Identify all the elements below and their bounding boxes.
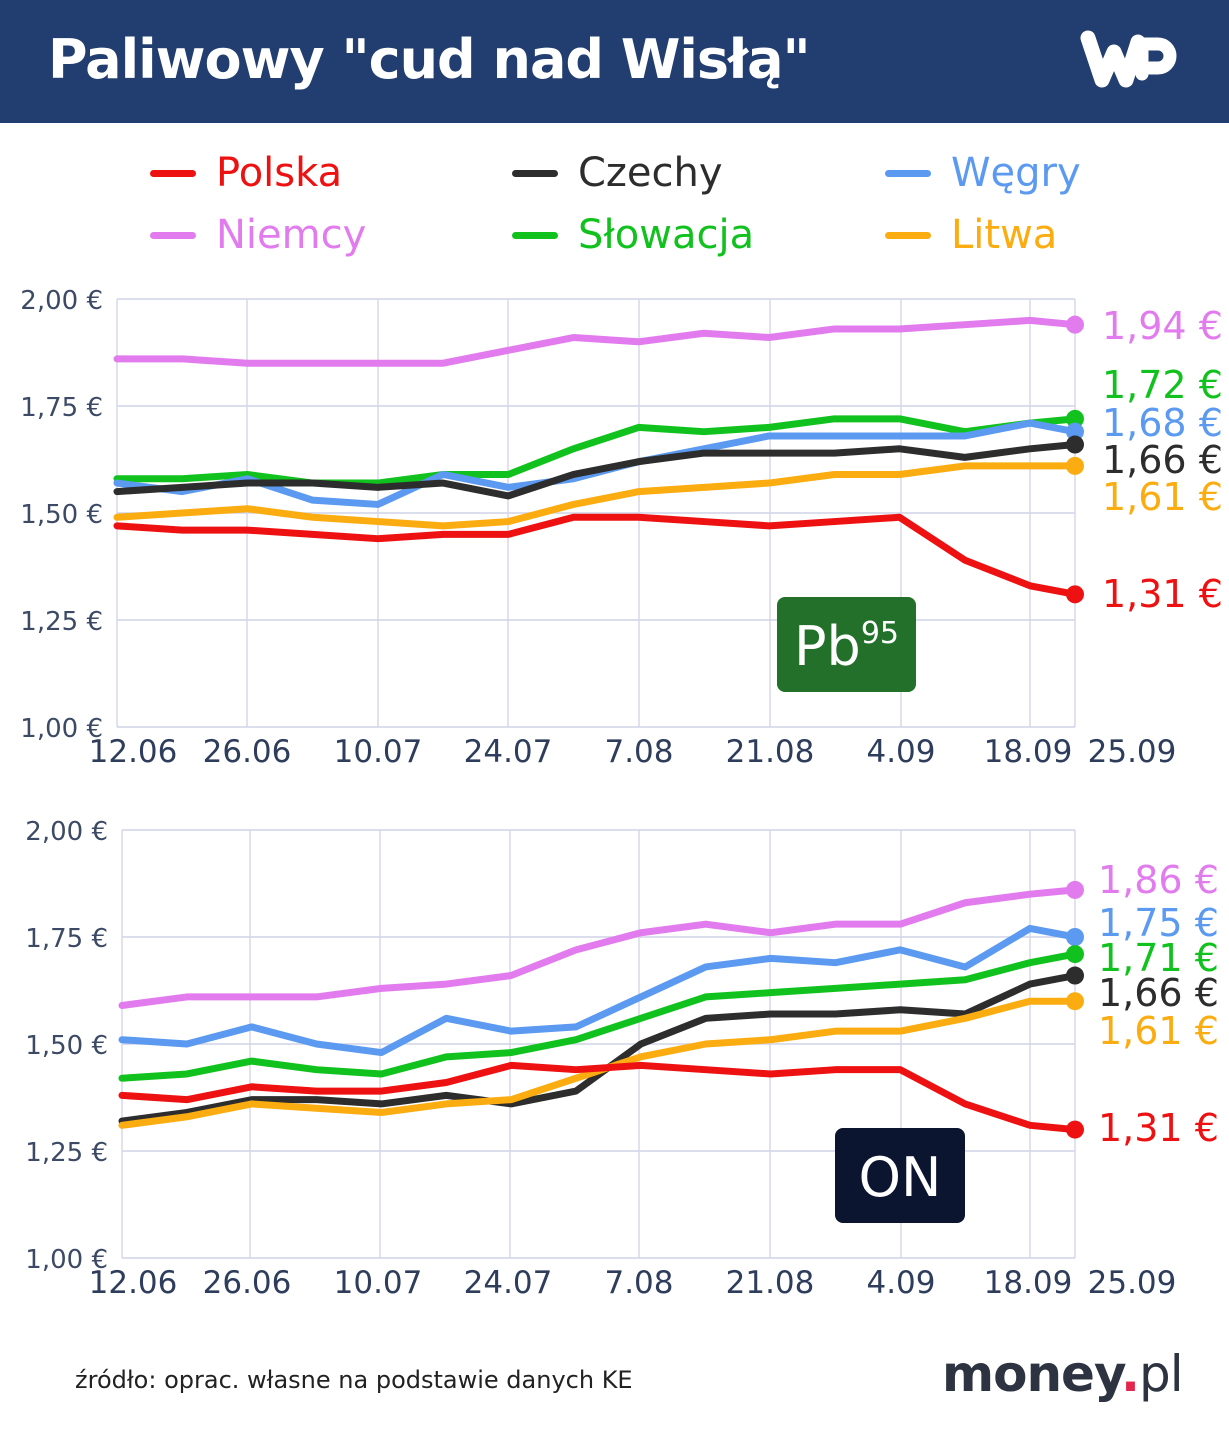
legend-item-węgry: Węgry	[885, 150, 1081, 196]
x-tick-label: 18.09	[984, 1265, 1073, 1301]
end-point-polska	[1066, 1120, 1084, 1139]
money-pl-logo: money.pl	[942, 1345, 1184, 1403]
legend-swatch	[150, 231, 196, 239]
legend-item-polska: Polska	[150, 150, 342, 196]
legend-swatch	[150, 169, 196, 177]
x-tick-label: 25.09	[1088, 734, 1177, 770]
series-line-polska	[118, 1061, 1079, 1134]
legend-label: Czechy	[578, 150, 723, 196]
logo-main: money	[942, 1345, 1122, 1403]
end-value-label-polska: 1,31 €	[1098, 1106, 1219, 1150]
header-bar: Paliwowy "cud nad Wisłą"	[0, 0, 1229, 123]
end-point-polska	[1066, 585, 1084, 604]
series-line-polska	[113, 513, 1079, 598]
legend-label: Litwa	[951, 212, 1058, 258]
x-tick-label: 10.07	[334, 1265, 423, 1301]
series-line-słowacja	[113, 415, 1079, 487]
legend-swatch	[512, 169, 558, 177]
page-title: Paliwowy "cud nad Wisłą"	[48, 28, 811, 91]
x-tick-label: 10.07	[334, 734, 423, 770]
end-value-label-czechy: 1,66 €	[1102, 438, 1223, 482]
legend-item-słowacja: Słowacja	[512, 212, 754, 258]
end-point-słowacja	[1066, 409, 1084, 428]
badge-text: Pb	[794, 615, 861, 678]
y-tick-label: 2,00 €	[25, 817, 108, 847]
source-note: źródło: oprac. własne na podstawie danyc…	[75, 1366, 633, 1394]
y-tick-label: 1,00 €	[25, 1245, 108, 1275]
end-value-label-węgry: 1,68 €	[1102, 401, 1223, 445]
fuel-badge-label: Pb95	[794, 615, 899, 678]
y-tick-label: 1,50 €	[25, 1031, 108, 1061]
end-value-label-słowacja: 1,71 €	[1098, 936, 1219, 980]
y-tick-label: 2,00 €	[20, 286, 103, 316]
legend-label: Węgry	[951, 150, 1081, 196]
x-tick-label: 24.07	[464, 734, 553, 770]
chart-on: 1,00 € 1,25 € 1,50 € 1,75 € 2,00 € 12.06 26.06…	[25, 817, 1219, 1301]
end-point-czechy	[1066, 966, 1084, 985]
series-line-niemcy	[118, 886, 1079, 1009]
badge-superscript: 95	[861, 616, 899, 651]
legend-swatch	[885, 231, 931, 239]
end-point-niemcy	[1066, 315, 1084, 334]
series-line-węgry	[118, 924, 1079, 1057]
wp-logo-icon	[1080, 30, 1177, 88]
y-tick-label: 1,25 €	[25, 1138, 108, 1168]
y-tick-label: 1,50 €	[20, 500, 103, 530]
x-tick-label: 26.06	[203, 734, 292, 770]
end-point-słowacja	[1066, 945, 1084, 964]
x-tick-label: 4.09	[866, 734, 935, 770]
fuel-badge	[835, 1128, 965, 1223]
end-point-węgry	[1066, 422, 1084, 441]
legend-item-czechy: Czechy	[512, 150, 723, 196]
logo-tld: pl	[1138, 1345, 1184, 1403]
x-tick-label: 7.08	[604, 734, 673, 770]
series-line-litwa	[113, 462, 1079, 530]
x-tick-label: 18.09	[984, 734, 1073, 770]
y-tick-label: 1,25 €	[20, 607, 103, 637]
legend-label: Polska	[216, 150, 343, 196]
badge-text: ON	[859, 1146, 942, 1209]
series-line-czechy	[113, 441, 1079, 500]
charts: 1,00 € 1,25 € 1,50 € 1,75 € 2,00 € 12.06 26.06…	[20, 286, 1223, 1301]
legend-swatch	[512, 231, 558, 239]
x-tick-label: 21.08	[726, 734, 815, 770]
x-tick-label: 7.08	[604, 1265, 673, 1301]
x-tick-label: 4.09	[866, 1265, 935, 1301]
end-value-label-polska: 1,31 €	[1102, 572, 1223, 616]
x-tick-label: 26.06	[203, 1265, 292, 1301]
end-point-litwa	[1066, 456, 1084, 475]
end-point-litwa	[1066, 992, 1084, 1011]
y-tick-label: 1,00 €	[20, 714, 103, 744]
y-tick-label: 1,75 €	[20, 393, 103, 423]
end-value-label-litwa: 1,61 €	[1098, 1009, 1219, 1053]
end-point-niemcy	[1066, 880, 1084, 899]
fuel-badge	[777, 597, 916, 692]
fuel-badge-label: ON	[859, 1146, 942, 1209]
x-tick-label: 21.08	[726, 1265, 815, 1301]
x-tick-label: 24.07	[464, 1265, 553, 1301]
end-value-label-węgry: 1,75 €	[1098, 901, 1219, 945]
end-value-label-czechy: 1,66 €	[1098, 971, 1219, 1015]
end-value-label-litwa: 1,61 €	[1102, 475, 1223, 519]
legend-item-litwa: Litwa	[885, 212, 1057, 258]
legend-item-niemcy: Niemcy	[150, 212, 366, 258]
end-value-label-niemcy: 1,94 €	[1102, 304, 1223, 348]
x-tick-label: 25.09	[1088, 1265, 1177, 1301]
end-point-czechy	[1066, 435, 1084, 454]
legend-swatch	[885, 169, 931, 177]
legend-label: Słowacja	[578, 212, 755, 258]
x-tick-label: 12.06	[89, 1265, 178, 1301]
x-tick-label: 12.06	[89, 734, 178, 770]
series-line-węgry	[113, 419, 1079, 508]
end-value-label-niemcy: 1,86 €	[1098, 858, 1219, 902]
series-line-słowacja	[118, 950, 1079, 1082]
legend-label: Niemcy	[216, 212, 367, 258]
chart-pb95: 1,00 € 1,25 € 1,50 € 1,75 € 2,00 € 12.06 26.06…	[20, 286, 1223, 770]
logo-dot: .	[1120, 1345, 1140, 1403]
y-tick-label: 1,75 €	[25, 924, 108, 954]
end-point-węgry	[1066, 928, 1084, 946]
series-line-niemcy	[113, 316, 1079, 367]
end-value-label-słowacja: 1,72 €	[1102, 363, 1223, 407]
